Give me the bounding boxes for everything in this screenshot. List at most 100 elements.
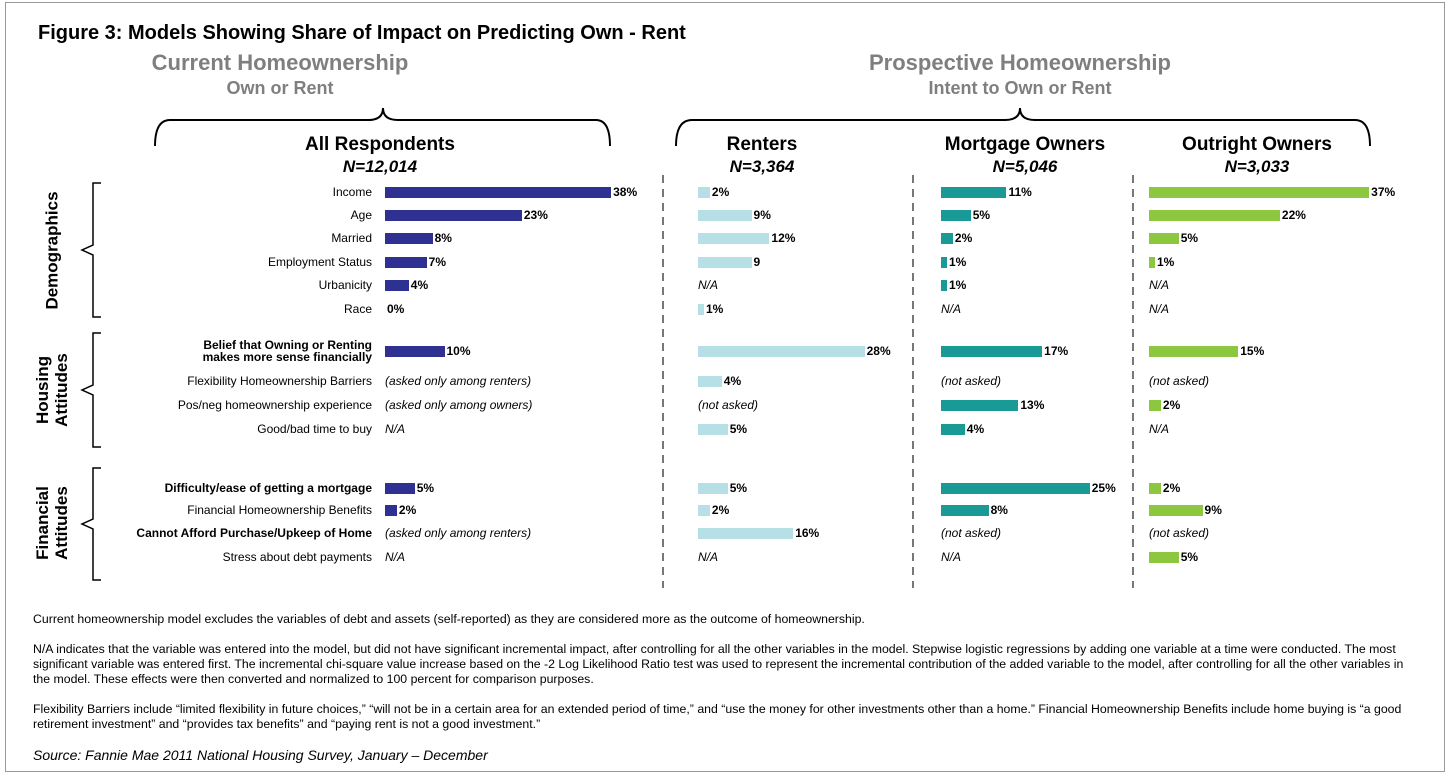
panel-title: Outright Owners — [1182, 134, 1332, 155]
bar — [941, 256, 947, 268]
source: Source: Fannie Mae 2011 National Housing… — [33, 747, 488, 763]
value-label: N/A — [1149, 278, 1170, 292]
category-label: Financial Homeownership Benefits — [187, 503, 372, 517]
panel-n: N=12,014 — [342, 157, 418, 176]
value-label: 9% — [753, 208, 771, 222]
value-label: 2% — [954, 231, 973, 245]
value-label: 25% — [1091, 481, 1116, 495]
category-label: Pos/neg homeownership experience — [177, 398, 372, 412]
value-label: N/A — [1149, 302, 1170, 316]
bar — [941, 209, 971, 221]
group-subheader: Intent to Own or Rent — [928, 78, 1112, 98]
value-label: 5% — [416, 481, 435, 495]
footnote: N/A indicates that the variable was ente… — [33, 642, 1404, 686]
value-label: 0% — [387, 302, 405, 316]
value-label: 11% — [1008, 185, 1032, 199]
value-label: 28% — [866, 344, 891, 358]
value-label: 8% — [990, 503, 1008, 517]
value-label: 1% — [948, 255, 967, 269]
group-subheader: Own or Rent — [226, 78, 334, 98]
chart-title: Figure 3: Models Showing Share of Impact… — [38, 22, 686, 44]
footnotes: Current homeownership model excludes the… — [33, 597, 1423, 747]
value-label: 1% — [705, 302, 724, 316]
panel-n: N=3,364 — [729, 157, 795, 176]
value-label: N/A — [941, 550, 962, 564]
value-label: N/A — [385, 422, 406, 436]
bar — [1149, 232, 1179, 244]
bar — [698, 423, 728, 435]
group-header: Current Homeownership — [151, 50, 409, 75]
value-label: (asked only among renters) — [385, 374, 532, 388]
bar — [1149, 186, 1370, 198]
bar — [941, 186, 1007, 198]
bar — [698, 186, 710, 198]
category-label: Age — [350, 208, 372, 222]
bar — [1149, 209, 1280, 221]
brace — [675, 107, 1371, 147]
category-label: Stress about debt payments — [222, 550, 372, 564]
brace — [154, 107, 611, 147]
category-label: Race — [343, 302, 372, 316]
bar — [385, 482, 415, 494]
value-label: N/A — [385, 550, 406, 564]
value-label: 17% — [1044, 344, 1069, 358]
bar — [698, 209, 752, 221]
bar — [698, 482, 728, 494]
group-brackets — [80, 182, 101, 581]
bar — [1149, 399, 1161, 411]
bar — [1149, 504, 1203, 516]
bar — [941, 423, 965, 435]
panel-n: N=3,033 — [1224, 157, 1290, 176]
value-label: 2% — [711, 503, 730, 517]
bar — [385, 345, 445, 357]
value-label: (asked only among renters) — [385, 526, 532, 540]
value-label: 5% — [1180, 550, 1199, 564]
value-label: 2% — [1162, 398, 1181, 412]
category-label: Employment Status — [267, 255, 372, 269]
value-label: 15% — [1240, 344, 1265, 358]
bar — [698, 303, 704, 315]
value-label: 1% — [948, 278, 967, 292]
bar — [941, 279, 947, 291]
value-label: (not asked) — [941, 526, 1002, 540]
bar — [698, 504, 710, 516]
value-label: 4% — [723, 374, 742, 388]
category-label: Good/bad time to buy — [257, 422, 372, 436]
category-label: Belief that Owning or Renting makes more… — [202, 338, 372, 364]
category-label: Urbanicity — [318, 278, 372, 292]
value-label: 38% — [613, 185, 638, 199]
bar — [1149, 551, 1179, 563]
group-label: Financial Attitudes — [33, 485, 71, 560]
group-header: Prospective Homeownership — [869, 50, 1171, 75]
value-label: (not asked) — [1149, 526, 1210, 540]
footnote: Current homeownership model excludes the… — [33, 612, 865, 626]
bar — [941, 482, 1090, 494]
category-label: Flexibility Homeownership Barriers — [187, 374, 372, 388]
value-label: 37% — [1371, 185, 1396, 199]
bar — [385, 256, 427, 268]
panel-title: All Respondents — [305, 134, 455, 155]
bar — [385, 504, 397, 516]
panel-title: Renters — [726, 134, 798, 155]
bar — [385, 186, 612, 198]
value-label: 5% — [729, 422, 748, 436]
bar — [698, 256, 752, 268]
footnote: Flexibility Barriers include “limited fl… — [33, 702, 1402, 731]
bar — [1149, 345, 1239, 357]
value-label: 1% — [1156, 255, 1175, 269]
value-label: N/A — [941, 302, 962, 316]
bar — [1149, 256, 1155, 268]
value-label: 16% — [795, 526, 820, 540]
panel-n: N=5,046 — [992, 157, 1058, 176]
value-label: (not asked) — [941, 374, 1002, 388]
panel-title: Mortgage Owners — [944, 134, 1106, 155]
frame — [5, 2, 1445, 772]
value-label: N/A — [1149, 422, 1170, 436]
category-label: Married — [331, 231, 372, 245]
value-label: 2% — [711, 185, 730, 199]
value-label: 5% — [1180, 231, 1199, 245]
value-label: 2% — [398, 503, 417, 517]
value-label: 2% — [1162, 481, 1181, 495]
bar — [941, 232, 953, 244]
